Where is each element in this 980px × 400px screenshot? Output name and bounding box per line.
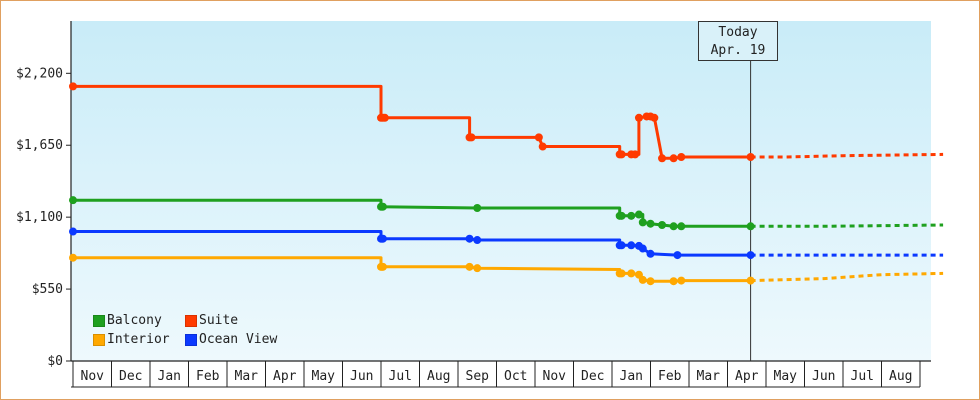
data-point-ocean-view[interactable]	[465, 234, 474, 243]
x-tick-label: Jan	[620, 369, 643, 384]
legend-label-interior: Interior	[107, 332, 170, 347]
data-point-interior[interactable]	[69, 253, 77, 262]
data-point-balcony[interactable]	[669, 222, 678, 231]
x-tick-label: May	[774, 369, 798, 384]
data-point-balcony[interactable]	[634, 210, 643, 219]
data-point-suite[interactable]	[380, 113, 389, 122]
data-point-balcony[interactable]	[473, 204, 482, 212]
data-point-suite[interactable]	[650, 113, 659, 122]
data-point-balcony[interactable]	[646, 219, 655, 228]
data-point-suite[interactable]	[669, 154, 678, 163]
data-point-ocean-view[interactable]	[473, 236, 482, 245]
x-tick-label: Apr	[273, 369, 297, 384]
data-point-interior[interactable]	[669, 277, 678, 286]
x-tick-label: Mar	[235, 369, 259, 384]
data-point-ocean-view[interactable]	[746, 251, 755, 260]
x-tick-label: May	[312, 369, 336, 384]
plot-area	[71, 21, 931, 361]
data-point-interior[interactable]	[627, 269, 636, 278]
data-point-suite[interactable]	[617, 150, 626, 159]
data-point-ocean-view[interactable]	[627, 241, 636, 250]
data-point-balcony[interactable]	[378, 202, 387, 211]
data-point-ocean-view[interactable]	[617, 241, 626, 250]
x-tick-label: Apr	[735, 369, 759, 384]
data-point-interior[interactable]	[465, 262, 474, 271]
forecast-line-suite	[750, 152, 944, 159]
data-point-balcony[interactable]	[627, 211, 636, 220]
x-tick-label: Dec	[119, 369, 142, 384]
data-point-suite[interactable]	[631, 150, 640, 159]
y-tick-label: $0	[47, 354, 63, 369]
data-point-interior[interactable]	[746, 276, 755, 285]
data-point-interior[interactable]	[473, 264, 482, 273]
x-tick-label: Dec	[581, 369, 604, 384]
y-tick-label: $1,100	[16, 210, 63, 225]
data-point-ocean-view[interactable]	[673, 251, 682, 260]
data-point-suite[interactable]	[658, 154, 667, 163]
forecast-line-balcony	[750, 223, 944, 228]
data-point-interior[interactable]	[617, 269, 626, 278]
data-point-suite[interactable]	[538, 142, 547, 151]
x-tick-label: Nov	[81, 369, 105, 384]
chart-legend: Balcony Suite Interior Ocean View	[93, 313, 295, 347]
x-tick-label: Sep	[466, 369, 490, 384]
data-point-interior[interactable]	[646, 277, 655, 286]
legend-swatch-interior	[93, 333, 105, 346]
data-point-suite[interactable]	[534, 133, 543, 142]
data-point-balcony[interactable]	[69, 196, 77, 205]
data-point-interior[interactable]	[638, 275, 647, 284]
x-tick-label: Jun	[812, 369, 835, 384]
x-tick-label: Aug	[889, 369, 912, 384]
data-point-balcony[interactable]	[677, 222, 686, 231]
data-point-ocean-view[interactable]	[378, 234, 387, 243]
data-point-suite[interactable]	[677, 153, 686, 161]
y-tick-label: $1,650	[16, 138, 63, 153]
legend-item-suite: Suite	[185, 313, 295, 328]
legend-item-ocean-view: Ocean View	[185, 332, 295, 347]
legend-item-interior: Interior	[93, 332, 185, 347]
legend-label-ocean-view: Ocean View	[199, 332, 278, 347]
legend-item-balcony: Balcony	[93, 313, 185, 328]
today-date: Apr. 19	[710, 43, 766, 58]
x-tick-label: Feb	[658, 369, 682, 384]
x-tick-label: Aug	[427, 369, 450, 384]
data-point-suite[interactable]	[467, 133, 476, 142]
data-point-interior[interactable]	[378, 262, 387, 271]
data-point-balcony[interactable]	[658, 221, 667, 229]
x-tick-label: Mar	[697, 369, 721, 384]
x-tick-label: Oct	[504, 369, 527, 384]
today-callout: Today Apr. 19	[698, 21, 778, 61]
data-point-interior[interactable]	[677, 276, 686, 285]
data-point-ocean-view[interactable]	[69, 227, 77, 236]
today-label: Today	[718, 25, 758, 40]
data-point-ocean-view[interactable]	[638, 244, 647, 253]
data-point-suite[interactable]	[746, 153, 755, 161]
legend-swatch-balcony	[93, 314, 105, 327]
data-point-balcony[interactable]	[638, 218, 647, 227]
data-point-suite[interactable]	[69, 82, 77, 91]
legend-label-balcony: Balcony	[107, 313, 162, 328]
data-point-ocean-view[interactable]	[646, 249, 655, 258]
data-point-balcony[interactable]	[617, 211, 626, 220]
data-point-suite[interactable]	[634, 113, 643, 122]
y-tick-label: $2,200	[16, 66, 63, 81]
x-tick-label: Jun	[350, 369, 373, 384]
x-tick-label: Jul	[851, 369, 874, 384]
x-tick-label: Nov	[543, 369, 567, 384]
forecast-line-interior	[750, 271, 944, 283]
data-point-balcony[interactable]	[746, 222, 755, 231]
x-tick-label: Feb	[196, 369, 220, 384]
x-tick-label: Jan	[158, 369, 181, 384]
y-tick-label: $550	[32, 282, 63, 297]
legend-label-suite: Suite	[199, 313, 239, 328]
x-tick-label: Jul	[389, 369, 412, 384]
legend-swatch-suite	[185, 314, 197, 327]
legend-swatch-ocean-view	[185, 333, 197, 346]
